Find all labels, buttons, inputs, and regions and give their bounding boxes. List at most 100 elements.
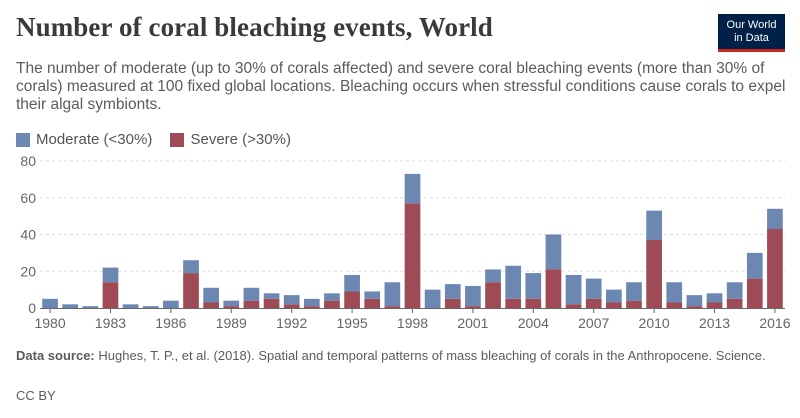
y-tick-label-0: 0 <box>28 300 36 316</box>
bar-severe-1997 <box>384 306 401 308</box>
bar-severe-2013 <box>706 302 723 308</box>
bar-moderate-2008 <box>605 289 622 303</box>
bar-severe-1995 <box>344 291 360 308</box>
legend-swatch-moderate <box>16 132 30 147</box>
bar-severe-2000 <box>444 298 461 308</box>
bar-severe-2007 <box>585 298 602 308</box>
x-tick-label-2004: 2004 <box>518 315 549 331</box>
bar-severe-1990 <box>243 300 260 308</box>
x-tick-label-2013: 2013 <box>699 315 730 331</box>
bar-severe-1988 <box>203 302 220 308</box>
bar-moderate-1984 <box>122 304 139 308</box>
bar-moderate-2005 <box>545 234 562 270</box>
bar-moderate-1993 <box>303 298 320 307</box>
bar-severe-1992 <box>283 304 300 308</box>
x-tick-label-1980: 1980 <box>34 315 65 331</box>
source-label: Data source: <box>16 348 95 363</box>
bar-severe-2004 <box>525 298 542 308</box>
bar-severe-2005 <box>545 269 562 308</box>
bar-moderate-2001 <box>465 285 481 307</box>
bar-moderate-1992 <box>283 295 300 305</box>
bar-severe-2010 <box>646 240 662 308</box>
bar-moderate-2007 <box>585 278 602 299</box>
source-note: Data source: Hughes, T. P., et al. (2018… <box>16 348 786 364</box>
bar-severe-2014 <box>726 298 743 308</box>
bar-moderate-2003 <box>505 265 522 299</box>
bar-moderate-1997 <box>384 282 401 307</box>
bar-severe-1994 <box>324 300 340 308</box>
bar-moderate-2000 <box>444 284 461 299</box>
x-tick-label-1983: 1983 <box>95 315 126 331</box>
bar-moderate-2002 <box>485 269 501 283</box>
x-tick-label-1986: 1986 <box>155 315 186 331</box>
x-tick-label-1995: 1995 <box>337 315 368 331</box>
bar-moderate-2013 <box>706 293 723 303</box>
legend-label-moderate: Moderate (<30%) <box>36 131 153 148</box>
x-tick-label-1992: 1992 <box>276 315 307 331</box>
bar-moderate-1987 <box>183 260 199 274</box>
bar-moderate-2010 <box>646 210 662 241</box>
bar-severe-2002 <box>485 282 501 308</box>
bar-moderate-1991 <box>263 293 280 299</box>
logo-line-1: Our World <box>726 19 777 31</box>
bar-severe-1996 <box>364 298 381 308</box>
bar-moderate-2009 <box>626 282 642 301</box>
bar-severe-1998 <box>404 203 421 308</box>
bar-moderate-1998 <box>404 173 421 204</box>
bar-moderate-1981 <box>62 304 79 308</box>
bar-severe-2015 <box>746 278 763 308</box>
bar-moderate-2004 <box>525 273 542 299</box>
y-tick-label-60: 60 <box>20 190 36 206</box>
legend-swatch-severe <box>170 132 185 147</box>
bar-moderate-2012 <box>686 295 703 307</box>
bar-moderate-1989 <box>223 300 240 307</box>
owid-logo[interactable]: Our World in Data <box>718 14 785 52</box>
bar-moderate-1990 <box>243 287 260 301</box>
bar-severe-2011 <box>666 302 683 308</box>
bar-moderate-1983 <box>102 267 119 283</box>
license[interactable]: CC BY <box>16 388 56 403</box>
bar-moderate-1980 <box>42 298 58 308</box>
bar-severe-1993 <box>303 306 320 308</box>
legend-item-severe[interactable]: Severe (>30%) <box>170 131 291 148</box>
y-tick-label-80: 80 <box>20 153 36 169</box>
bar-moderate-2006 <box>565 274 582 305</box>
x-tick-label-1998: 1998 <box>397 315 428 331</box>
bar-moderate-1995 <box>344 274 360 292</box>
source-text[interactable]: Hughes, T. P., et al. (2018). Spatial an… <box>98 348 766 363</box>
bar-severe-2016 <box>767 228 783 308</box>
legend-label-severe: Severe (>30%) <box>190 131 291 148</box>
bar-moderate-2014 <box>726 282 743 299</box>
bar-moderate-1999 <box>424 289 441 308</box>
y-tick-label-20: 20 <box>20 263 36 279</box>
bar-chart: 0 20 40 60 80 1980 1983 1986 1989 1992 1995 1998 200… <box>20 153 790 331</box>
bar-severe-2008 <box>605 302 622 308</box>
bar-moderate-2016 <box>767 208 783 229</box>
legend-item-moderate[interactable]: Moderate (<30%) <box>16 131 152 148</box>
bar-moderate-1982 <box>82 306 99 308</box>
bar-severe-2003 <box>505 298 522 308</box>
bar-severe-2001 <box>465 306 481 308</box>
bar-severe-2009 <box>626 300 642 308</box>
x-tick-label-2001: 2001 <box>457 315 488 331</box>
bar-moderate-1988 <box>203 287 220 303</box>
y-tick-label-40: 40 <box>20 227 36 243</box>
x-tick-label-1989: 1989 <box>216 315 247 331</box>
bar-moderate-2015 <box>746 252 763 279</box>
bar-moderate-1986 <box>163 300 179 308</box>
x-tick-label-2010: 2010 <box>639 315 670 331</box>
legend: Moderate (<30%) Severe (>30%) <box>16 131 305 151</box>
bar-severe-1987 <box>183 273 199 308</box>
bar-severe-1983 <box>102 282 119 308</box>
bar-severe-2012 <box>686 306 703 308</box>
bar-severe-1989 <box>223 306 240 308</box>
bar-moderate-1996 <box>364 291 381 299</box>
bar-moderate-2011 <box>666 282 683 303</box>
bar-severe-1991 <box>263 298 280 308</box>
chart-subtitle: The number of moderate (up to 30% of cor… <box>16 60 786 113</box>
bar-moderate-1994 <box>324 293 340 301</box>
chart-title: Number of coral bleaching events, World <box>16 12 493 42</box>
bar-severe-2006 <box>565 304 582 308</box>
x-tick-label-2007: 2007 <box>578 315 609 331</box>
x-tick-label-2016: 2016 <box>759 315 790 331</box>
